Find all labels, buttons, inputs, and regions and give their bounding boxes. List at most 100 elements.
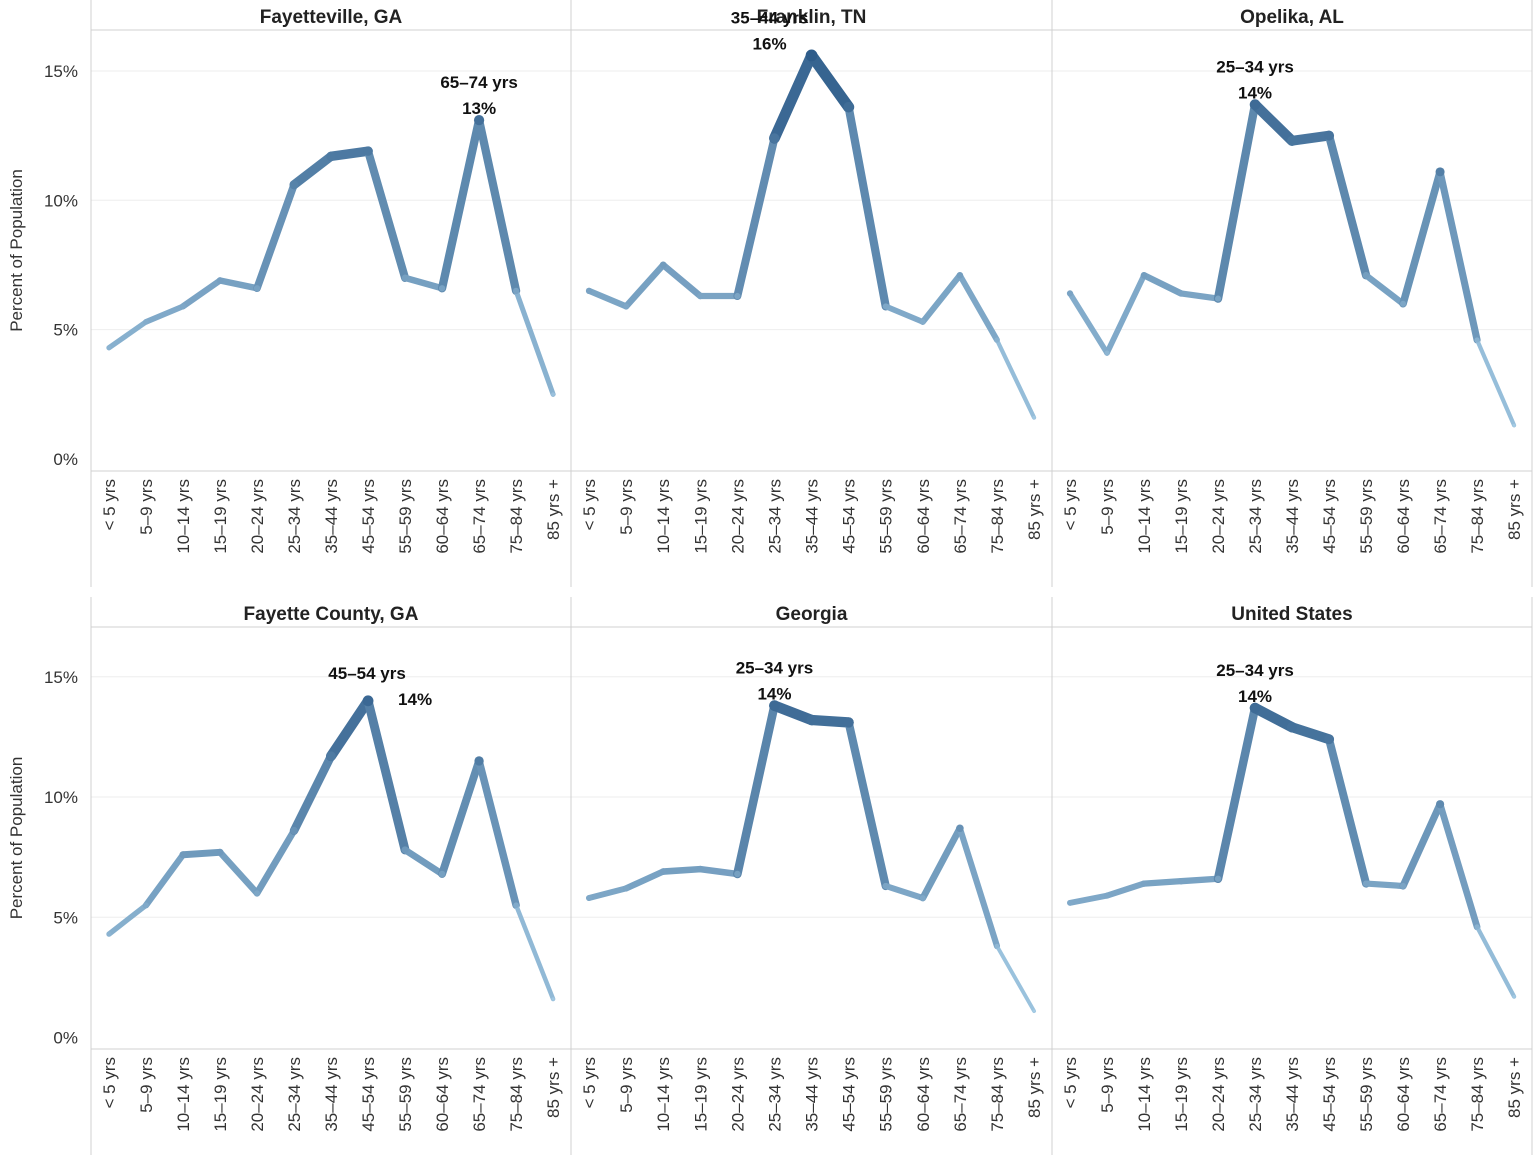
- x-tick-label: 60–64 yrs: [433, 1057, 452, 1132]
- data-point: [659, 868, 667, 875]
- x-tick-label: 65–74 yrs: [1431, 479, 1450, 554]
- data-point: [882, 882, 889, 890]
- peak-category-label: 25–34 yrs: [736, 659, 814, 678]
- panel-fayetteville-ga: Fayetteville, GA < 5 yrs 5–9 yrs 10–14 yrs 1…: [90, 0, 571, 587]
- x-tick-label: 60–64 yrs: [433, 479, 452, 554]
- peak-category-label: 65–74 yrs: [440, 73, 518, 92]
- data-point: [551, 997, 555, 1001]
- data-point: [1032, 415, 1036, 420]
- data-point: [1512, 994, 1516, 999]
- x-tick-label: 10–14 yrs: [654, 1057, 673, 1132]
- line-segment: [475, 757, 520, 909]
- y-tick-label: 5%: [53, 908, 78, 927]
- x-tick-label: < 5 yrs: [580, 479, 599, 531]
- y-tick-label: 10%: [44, 191, 78, 210]
- x-tick-label: < 5 yrs: [1061, 1057, 1080, 1109]
- x-tick-label: 5–9 yrs: [137, 479, 156, 535]
- x-tick-label: 60–64 yrs: [914, 1057, 933, 1132]
- data-point: [1066, 290, 1074, 297]
- data-point: [143, 319, 149, 325]
- data-point: [1324, 734, 1334, 745]
- x-tick-label: 65–74 yrs: [951, 479, 970, 554]
- data-point: [1214, 295, 1222, 302]
- data-point: [290, 826, 298, 835]
- x-tick-label: 5–9 yrs: [617, 1057, 636, 1113]
- data-point: [326, 151, 336, 162]
- x-tick-label: 55–59 yrs: [1357, 1057, 1376, 1132]
- x-tick-label: 10–14 yrs: [174, 479, 193, 554]
- line-segment: [919, 272, 963, 325]
- data-point: [401, 846, 409, 854]
- data-point: [1104, 350, 1110, 356]
- line-segment: [1399, 168, 1444, 308]
- data-point: [254, 890, 261, 897]
- x-tick-label: 35–44 yrs: [803, 479, 822, 554]
- line-segment: [1287, 130, 1334, 146]
- x-tick-label: 75–84 yrs: [988, 479, 1007, 554]
- data-point: [1435, 800, 1445, 809]
- x-tick-label: 25–34 yrs: [1246, 1057, 1265, 1132]
- x-tick-label: 45–54 yrs: [840, 1057, 859, 1132]
- panel-title: Georgia: [776, 604, 848, 625]
- line-segment: [1399, 800, 1444, 890]
- line-segment: [1362, 272, 1407, 307]
- line-segment: [363, 696, 410, 855]
- panel-franklin-tn: Franklin, TN < 5 yrs 5–9 yrs 10–14 yrs 15–19…: [570, 0, 1052, 587]
- data-point: [289, 180, 299, 190]
- line-segment: [253, 180, 298, 293]
- line-segment: [325, 695, 374, 762]
- line-segment: [474, 115, 521, 295]
- y-tick-label: 15%: [44, 62, 78, 81]
- data-point: [919, 895, 926, 901]
- line-segment: [364, 147, 410, 282]
- peak-category-label: 25–34 yrs: [1216, 661, 1294, 680]
- data-point: [1140, 880, 1148, 887]
- line-segment: [179, 277, 224, 310]
- x-tick-label: 25–34 yrs: [285, 1057, 304, 1132]
- line-segment: [995, 944, 1036, 1013]
- line-segment: [289, 151, 336, 190]
- x-tick-label: 45–54 yrs: [1320, 479, 1339, 554]
- line-segment: [1140, 878, 1185, 887]
- x-tick-label: 85 yrs +: [1505, 1057, 1524, 1118]
- line-segment: [401, 274, 446, 292]
- x-tick-label: 20–24 yrs: [1209, 1057, 1228, 1132]
- data-point: [734, 870, 741, 878]
- data-point: [180, 303, 186, 310]
- x-tick-label: 60–64 yrs: [1394, 1057, 1413, 1132]
- line-segment: [438, 756, 484, 878]
- y-tick-label: 10%: [44, 788, 78, 807]
- line-segment: [142, 851, 187, 909]
- data-point: [734, 292, 741, 300]
- y-tick-label: 0%: [53, 1029, 78, 1048]
- x-tick-label: 65–74 yrs: [951, 1057, 970, 1132]
- x-tick-label: 25–34 yrs: [285, 479, 304, 554]
- line-segment: [733, 701, 779, 879]
- x-tick-label: 75–84 yrs: [1468, 479, 1487, 554]
- line-segment: [1325, 735, 1371, 888]
- data-point: [882, 303, 889, 310]
- x-tick-label: 35–44 yrs: [322, 479, 341, 554]
- panel-title: Fayetteville, GA: [260, 7, 403, 28]
- x-tick-label: 65–74 yrs: [470, 1057, 489, 1132]
- line-segment: [769, 50, 817, 144]
- peak-value-label: 13%: [462, 99, 496, 118]
- x-tick-label: 85 yrs +: [544, 1057, 563, 1118]
- line-segment: [844, 718, 890, 891]
- line-segment: [253, 827, 298, 897]
- data-point: [920, 319, 926, 325]
- x-tick-label: 45–54 yrs: [1320, 1057, 1339, 1132]
- x-tick-label: < 5 yrs: [100, 479, 119, 531]
- data-point: [586, 895, 592, 901]
- x-tick-label: 20–24 yrs: [728, 1057, 747, 1132]
- x-tick-label: 35–44 yrs: [1283, 1057, 1302, 1132]
- line-segment: [143, 303, 186, 325]
- data-point: [216, 277, 224, 284]
- line-segment: [1474, 924, 1517, 999]
- line-segment: [659, 865, 704, 875]
- x-tick-label: 5–9 yrs: [137, 1057, 156, 1113]
- panel-united-states: United States < 5 yrs 5–9 yrs 10–14 yrs 15–1…: [1051, 597, 1533, 1155]
- data-point: [474, 756, 484, 766]
- data-point: [1177, 878, 1185, 885]
